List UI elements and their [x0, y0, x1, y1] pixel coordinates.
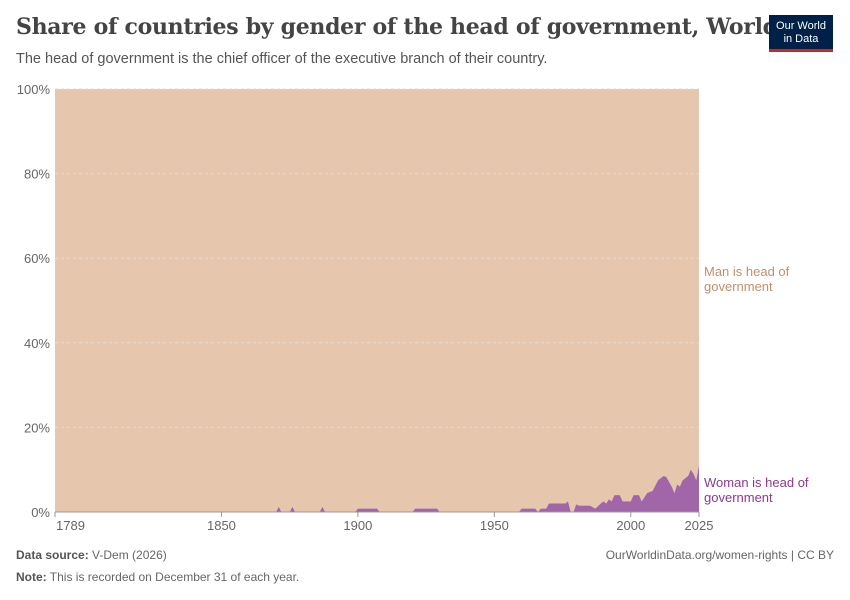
woman-area: [55, 465, 699, 512]
note-text: This is recorded on December 31 of each …: [49, 570, 300, 584]
chart-title: Share of countries by gender of the head…: [16, 14, 778, 40]
y-tick-label: 60%: [24, 251, 50, 266]
note-label: Note:: [16, 570, 47, 584]
y-tick-label: 100%: [17, 82, 51, 97]
man-series-label: Man is head of: [704, 264, 790, 279]
woman-series-label: government: [704, 490, 773, 505]
y-tick-label: 40%: [24, 336, 50, 351]
chart-subtitle: The head of government is the chief offi…: [16, 51, 548, 67]
woman-series-label: Woman is head of: [704, 475, 809, 490]
source-url[interactable]: OurWorldinData.org/women-rights | CC BY: [605, 548, 834, 562]
x-tick-label: 1789: [56, 518, 85, 533]
source-value[interactable]: V-Dem (2026): [92, 548, 167, 562]
man-series-label: government: [704, 279, 773, 294]
note: Note: This is recorded on December 31 of…: [16, 570, 299, 584]
x-tick-label: 2025: [685, 518, 714, 533]
owid-logo[interactable]: Our World in Data: [769, 15, 833, 52]
x-tick-label: 1850: [207, 518, 236, 533]
x-tick-label: 1950: [480, 518, 509, 533]
data-source: Data source: V-Dem (2026): [16, 548, 167, 562]
logo-line-2: in Data: [783, 33, 819, 45]
y-tick-label: 0%: [31, 505, 50, 520]
y-tick-label: 80%: [24, 167, 50, 182]
x-tick-label: 1900: [343, 518, 372, 533]
logo-line-1: Our World: [776, 20, 826, 32]
y-tick-label: 20%: [24, 420, 50, 435]
x-tick-label: 2000: [616, 518, 645, 533]
source-label: Data source:: [16, 548, 89, 562]
man-area: [55, 89, 699, 512]
